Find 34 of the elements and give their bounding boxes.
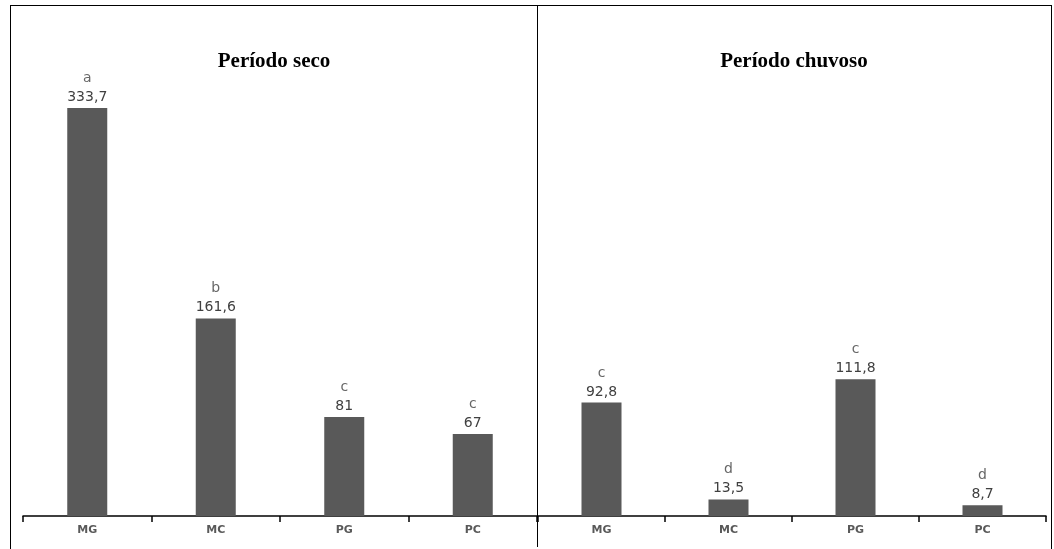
chart-title: Período chuvoso	[720, 47, 868, 72]
x-tick-label: MG	[591, 523, 612, 536]
data-label: 8,7	[971, 485, 994, 502]
x-tick-label: PC	[464, 523, 481, 536]
annotation: c	[597, 363, 606, 380]
x-tick-label: MC	[718, 523, 739, 536]
bar	[67, 108, 108, 516]
chart-title: Período seco	[217, 47, 331, 72]
bar	[452, 434, 493, 516]
data-label: 81	[335, 396, 354, 413]
bar	[324, 416, 365, 516]
bar	[835, 379, 876, 516]
data-label: 333,7	[67, 88, 108, 104]
annotation: c	[468, 395, 477, 412]
data-label: 161,6	[195, 298, 236, 315]
bar	[581, 402, 622, 516]
bar	[962, 505, 1003, 516]
data-label: 13,5	[712, 479, 745, 496]
annotation: d	[978, 466, 987, 483]
annotation: a	[82, 69, 92, 85]
x-tick-label: MC	[206, 523, 226, 536]
data-label: 92,8	[585, 382, 618, 399]
data-label: 67	[463, 414, 482, 431]
bar	[708, 499, 749, 516]
bar	[195, 318, 236, 516]
annotation: b	[211, 279, 221, 296]
annotation: d	[724, 460, 733, 477]
x-tick-label: PG	[335, 523, 353, 536]
annotation: c	[851, 340, 860, 357]
annotation: c	[340, 377, 349, 394]
x-tick-label: MG	[77, 523, 98, 536]
x-tick-label: PG	[846, 523, 865, 536]
data-label: 111,8	[835, 359, 876, 376]
x-tick-label: PC	[974, 523, 991, 536]
